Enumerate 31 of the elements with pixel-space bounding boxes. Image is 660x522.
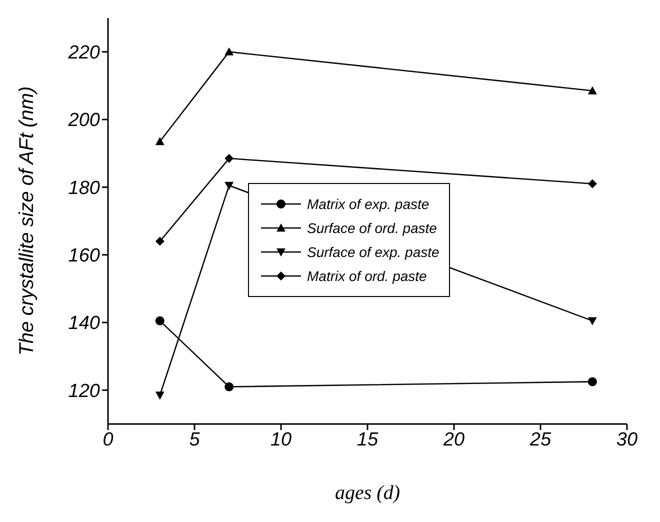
x-tick-label: 5 [189, 429, 200, 450]
legend-label: Surface of ord. paste [307, 220, 437, 236]
legend-label: Matrix of ord. paste [307, 268, 427, 284]
y-tick-label: 160 [68, 246, 100, 267]
point [224, 154, 234, 163]
y-tick-label: 140 [68, 313, 100, 334]
point [588, 179, 597, 188]
point [155, 316, 164, 326]
y-tick-label: 120 [68, 380, 100, 402]
point [588, 377, 597, 386]
y-tick-label: 180 [68, 178, 100, 199]
x-tick-label: 10 [270, 429, 292, 450]
point [588, 317, 597, 326]
x-tick-label: 0 [102, 429, 114, 450]
y-tick-label: 200 [67, 110, 100, 132]
x-tick-label: 20 [442, 429, 465, 450]
point [155, 136, 164, 146]
legend-label: Surface of exp. paste [307, 244, 440, 260]
point [155, 392, 164, 400]
legend-label: Matrix of exp. paste [307, 196, 430, 212]
point [224, 47, 234, 56]
x-axis-title: ages (d) [335, 482, 400, 504]
x-tick-label: 30 [616, 429, 638, 450]
point [155, 236, 164, 246]
x-tick-label: 25 [528, 429, 552, 450]
point [224, 182, 234, 190]
point [224, 382, 234, 392]
y-axis-title: The crystallite size of AFt (nm) [16, 86, 38, 356]
x-tick-label: 15 [356, 429, 378, 450]
y-tick-label: 220 [67, 42, 100, 64]
point [588, 86, 597, 94]
